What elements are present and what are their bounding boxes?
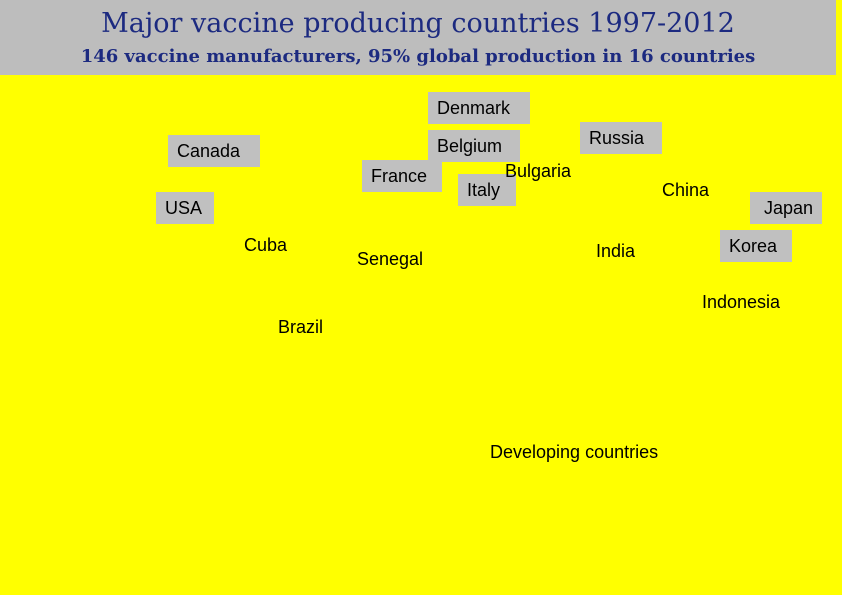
country-label: Brazil — [278, 317, 324, 337]
header-band — [0, 0, 836, 75]
country-label: Canada — [168, 135, 260, 167]
country-label: Bulgaria — [505, 161, 572, 181]
country-label: Korea — [720, 230, 792, 262]
country-label: Cuba — [244, 235, 288, 255]
country-label: USA — [156, 192, 214, 224]
group-label: Developing countries — [490, 442, 659, 462]
country-label: China — [662, 180, 710, 200]
subtitle: 146 vaccine manufacturers, 95% global pr… — [80, 46, 756, 67]
country-label: Belgium — [428, 130, 520, 162]
country-label: Senegal — [357, 249, 424, 269]
country-label: France — [362, 160, 442, 192]
title: Major vaccine producing countries 1997-2… — [101, 8, 735, 39]
country-label: Italy — [458, 174, 516, 206]
country-label: Denmark — [428, 92, 530, 124]
country-label: Indonesia — [702, 292, 781, 312]
country-label: Russia — [580, 122, 662, 154]
country-label: Japan — [750, 192, 822, 224]
country-label: India — [596, 241, 636, 261]
